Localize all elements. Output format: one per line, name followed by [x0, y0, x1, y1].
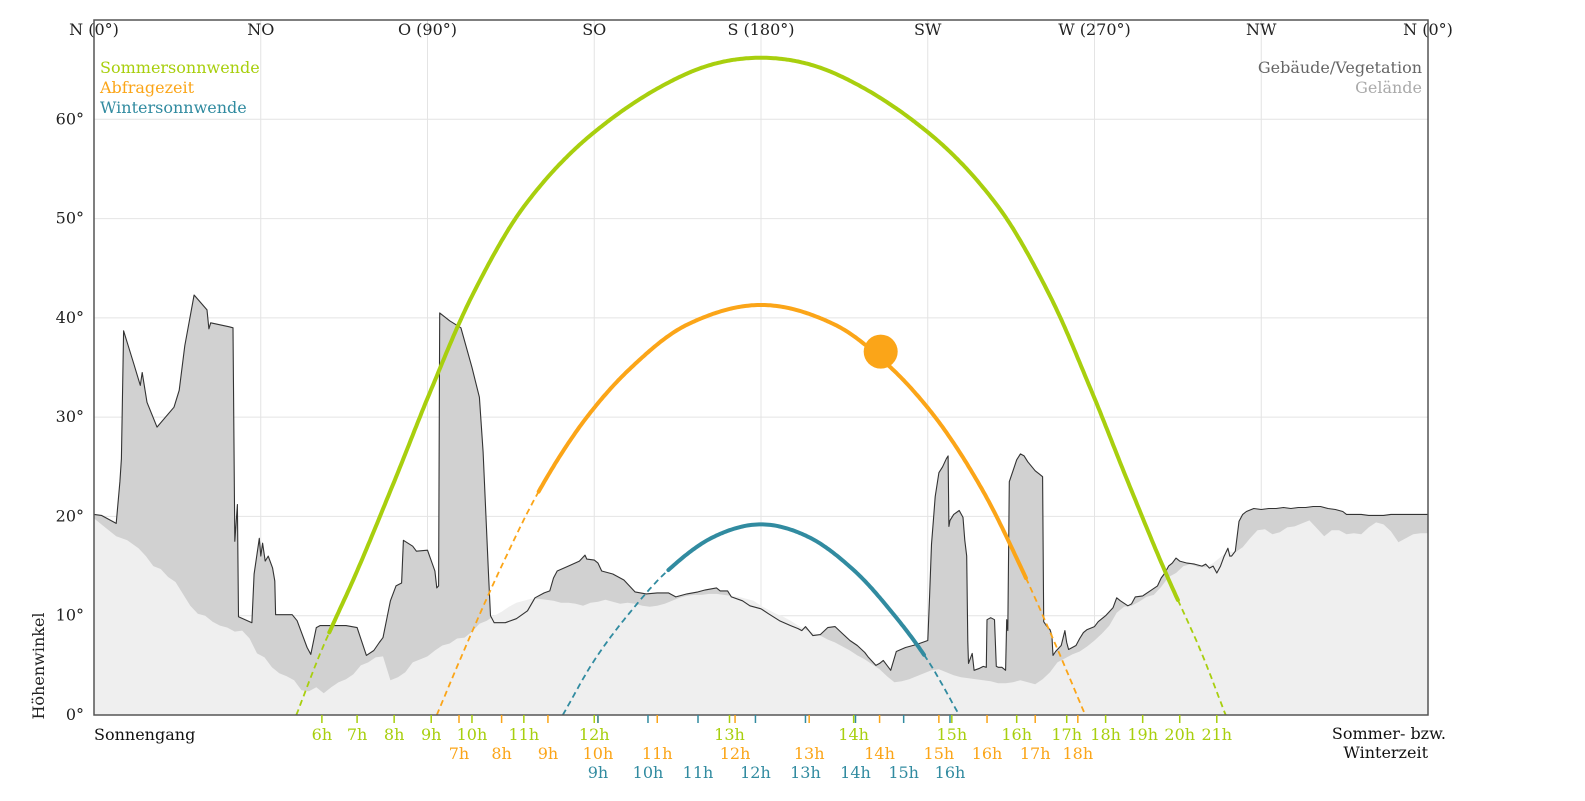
hour-label: 10h	[583, 744, 614, 763]
hour-label: 14h	[840, 763, 871, 782]
hour-label: 9h	[588, 763, 608, 782]
hour-label: 18h	[1062, 744, 1093, 763]
plot-frame	[93, 19, 1429, 716]
terrain-area	[93, 294, 1428, 715]
compass-label-so: SO	[582, 20, 606, 39]
hour-label: 11h	[509, 725, 540, 744]
hour-label: 11h	[642, 744, 673, 763]
hour-label: 15h	[924, 744, 955, 763]
bottom-right-label-2: Winterzeit	[1343, 743, 1428, 762]
wintersonnwende-curve	[666, 522, 926, 657]
hour-label: 8h	[491, 744, 511, 763]
hour-label: 17h	[1051, 725, 1082, 744]
y-tick-label: 60°	[56, 109, 84, 128]
bottom-left-label: Sonnengang	[94, 725, 195, 744]
hour-label: 12h	[740, 763, 771, 782]
legend-gel-nde: Gelände	[1355, 78, 1422, 97]
compass-label-sw: SW	[914, 20, 942, 39]
hour-label: 10h	[457, 725, 488, 744]
legend-sommersonnwende: Sommersonnwende	[100, 58, 260, 77]
wintersonnwende-hidden-end	[923, 654, 960, 716]
y-axis-label: Höhenwinkel	[29, 612, 48, 719]
abfragezeit-curve	[536, 303, 1028, 580]
hour-label: 13h	[794, 744, 825, 763]
hour-label: 9h	[421, 725, 441, 744]
legend: SommersonnwendeAbfragezeitWintersonnwend…	[99, 58, 1422, 117]
compass-label-o-90: O (90°)	[398, 20, 457, 39]
hour-label: 16h	[1001, 725, 1032, 744]
abfragezeit-hidden-start	[435, 491, 540, 716]
hour-label: 14h	[864, 744, 895, 763]
hour-label: 21h	[1201, 725, 1232, 744]
hour-label: 6h	[312, 725, 332, 744]
bottom-right-label-1: Sommer- bzw.	[1332, 724, 1446, 743]
compass-label-nw: NW	[1246, 20, 1277, 39]
legend-wintersonnwende: Wintersonnwende	[100, 98, 247, 117]
sommersonnwende-hidden-end	[1177, 599, 1227, 716]
hour-label: 12h	[720, 744, 751, 763]
wintersonnwende-hidden-start	[562, 569, 670, 716]
plot-border	[93, 19, 1429, 716]
compass-labels: N (0°) NO O (90°) SO S (180°) SW W (270°) NW N (…	[69, 20, 1453, 39]
y-tick-label: 30°	[56, 407, 84, 426]
hour-label: 13h	[790, 763, 821, 782]
sommersonnwende-hidden-start	[295, 632, 331, 716]
hour-label: 8h	[384, 725, 404, 744]
terrain-fill	[94, 518, 1428, 715]
y-tick-label: 50°	[56, 209, 84, 228]
legend-geb-ude-vegetation: Gebäude/Vegetation	[1258, 58, 1422, 77]
compass-label-n-0: N (0°)	[69, 20, 119, 39]
grid	[94, 20, 1428, 715]
hour-label: 14h	[838, 725, 869, 744]
hour-labels: 6h 7h 8h 9h 10h 11h 12h 13h 14h 15h 16h 17h 18h 19h 20…	[312, 715, 1232, 782]
current-sun-marker	[863, 334, 898, 369]
hour-label: 18h	[1090, 725, 1121, 744]
hour-label: 11h	[683, 763, 714, 782]
compass-label-no: NO	[247, 20, 274, 39]
abfragezeit-hidden-end	[1025, 577, 1087, 716]
y-tick-label: 20°	[56, 506, 84, 525]
hour-label: 13h	[714, 725, 745, 744]
obstacle-outline	[93, 294, 1428, 671]
hour-label: 10h	[633, 763, 664, 782]
hour-label: 15h	[888, 763, 919, 782]
y-tick-label: 0°	[66, 705, 84, 724]
sommersonnwende-curve	[327, 55, 1180, 635]
hour-label: 19h	[1127, 725, 1158, 744]
y-tick-label: 10°	[56, 606, 84, 625]
y-axis-ticks: 0° 10° 20° 30° 40° 50° 60°	[56, 109, 84, 724]
hour-label: 9h	[538, 744, 558, 763]
compass-label-s-180: S (180°)	[727, 20, 794, 39]
hour-label: 12h	[579, 725, 610, 744]
hour-label: 20h	[1164, 725, 1195, 744]
hour-label: 17h	[1020, 744, 1051, 763]
compass-label-w-270: W (270°)	[1058, 20, 1131, 39]
compass-label-n-0: N (0°)	[1403, 20, 1453, 39]
y-tick-label: 40°	[56, 308, 84, 327]
obstacle-area	[94, 295, 1428, 715]
hour-label: 7h	[347, 725, 367, 744]
hour-label: 15h	[937, 725, 968, 744]
hour-label: 7h	[449, 744, 469, 763]
sun-curves	[295, 55, 1227, 716]
legend-abfragezeit: Abfragezeit	[99, 78, 195, 97]
hour-label: 16h	[935, 763, 966, 782]
hour-label: 16h	[972, 744, 1003, 763]
